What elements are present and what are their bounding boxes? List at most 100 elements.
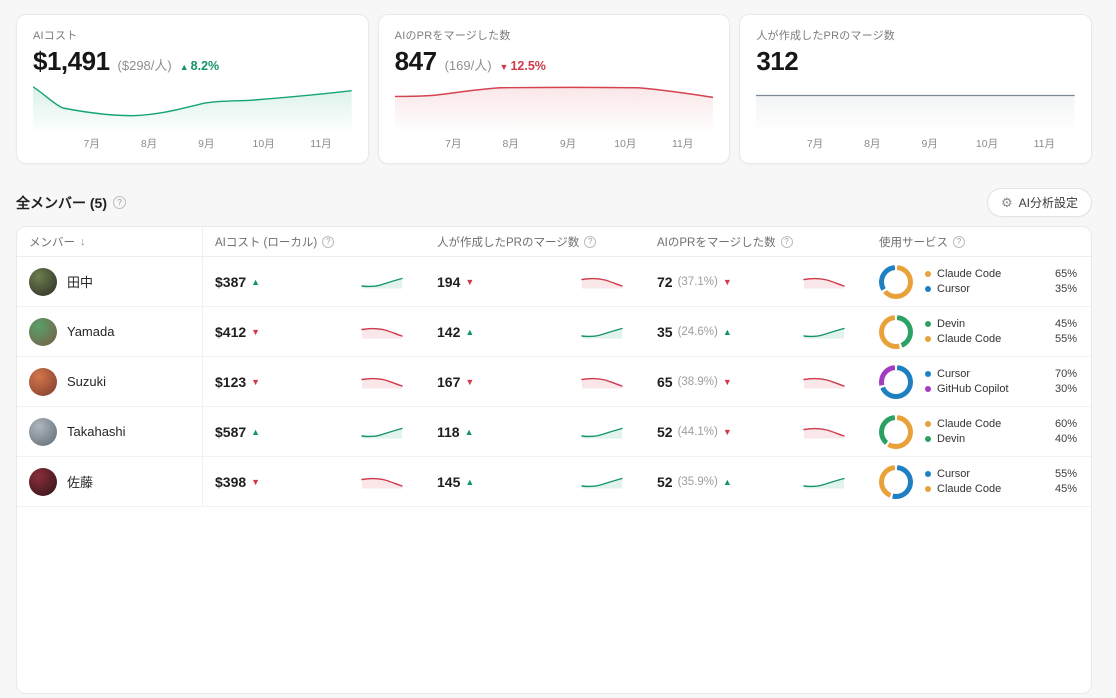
stat-per-person: (169/人) bbox=[444, 58, 492, 73]
ai-pr-cell: 52 (35.9%) ▲ bbox=[645, 457, 867, 506]
ai-cost-cell: $387 ▲ bbox=[203, 257, 425, 306]
column-header-member[interactable]: メンバー ↓ bbox=[17, 227, 203, 256]
stat-card-ai-pr-merged: AIのPRをマージした数 847 (169/人) ▼ 12.5% bbox=[377, 14, 731, 164]
column-label: 使用サービス bbox=[879, 236, 948, 249]
merged-pr-value: 65 bbox=[657, 373, 673, 390]
service-dot bbox=[925, 271, 931, 277]
service-name: Devin bbox=[937, 318, 966, 330]
service-name: Cursor bbox=[937, 283, 971, 295]
column-label: AIのPRをマージした数 bbox=[657, 236, 776, 249]
stat-per-person: ($298/人) bbox=[117, 58, 172, 73]
created-pr-sparkline bbox=[581, 377, 623, 388]
service-legend-row: Devin 45% bbox=[925, 318, 1077, 330]
avatar bbox=[29, 417, 57, 446]
service-name: GitHub Copilot bbox=[937, 383, 1009, 395]
trend-badge: ▲ 8.2% bbox=[180, 59, 219, 73]
ai-cost-cell: $412 ▼ bbox=[203, 307, 425, 356]
service-name: Cursor bbox=[937, 468, 971, 480]
trend-badge: ▼ 12.5% bbox=[500, 59, 546, 73]
service-percent: 65% bbox=[1054, 268, 1077, 280]
avatar bbox=[29, 267, 57, 296]
help-icon[interactable]: ? bbox=[584, 235, 597, 248]
trend-arrow-icon: ▼ bbox=[251, 476, 261, 487]
service-legend: Cursor 55% Claude Code 45% bbox=[925, 468, 1077, 495]
service-legend-row: Devin 40% bbox=[925, 433, 1077, 445]
usage-donut-chart bbox=[879, 314, 913, 349]
merged-pr-value: 35 bbox=[657, 323, 673, 340]
trend-arrow-icon: ▲ bbox=[722, 476, 732, 487]
service-legend-row: Claude Code 60% bbox=[925, 418, 1077, 430]
created-pr-sparkline bbox=[581, 277, 623, 288]
service-legend-row: Cursor 35% bbox=[925, 283, 1077, 295]
cost-value: $123 bbox=[215, 373, 247, 390]
column-header-services: 使用サービス ? bbox=[867, 227, 1091, 256]
service-percent: 35% bbox=[1054, 283, 1077, 295]
trend-arrow-icon: ▲ bbox=[251, 276, 261, 287]
cost-sparkline bbox=[361, 327, 403, 338]
trend-up-icon: ▲ bbox=[179, 62, 189, 72]
created-pr-value: 194 bbox=[437, 273, 461, 290]
ai-pr-cell: 65 (38.9%) ▼ bbox=[645, 357, 867, 406]
member-row[interactable]: 佐藤 $398 ▼ 145 ▲ 52 (35.9%) ▲ Cursor 55% Cl… bbox=[17, 457, 1091, 507]
month-label: 10月 bbox=[252, 138, 275, 150]
stat-value: $1,491 bbox=[33, 46, 110, 76]
service-percent: 40% bbox=[1054, 433, 1077, 445]
merged-pr-value: 52 bbox=[657, 473, 673, 490]
trend-arrow-icon: ▼ bbox=[722, 276, 732, 287]
trend-arrow-icon: ▼ bbox=[251, 376, 261, 387]
services-cell: Cursor 55% Claude Code 45% bbox=[867, 457, 1091, 506]
cost-sparkline bbox=[361, 277, 403, 288]
ai-cost-line-chart bbox=[33, 86, 352, 134]
month-label: 8月 bbox=[140, 138, 158, 150]
month-label: 8月 bbox=[864, 138, 881, 150]
created-pr-sparkline bbox=[581, 477, 623, 488]
month-label: 10月 bbox=[975, 138, 999, 150]
service-legend-row: Claude Code 65% bbox=[925, 268, 1077, 280]
ai-cost-cell: $123 ▼ bbox=[203, 357, 425, 406]
member-cell: Yamada bbox=[17, 307, 203, 356]
trend-arrow-icon: ▼ bbox=[722, 376, 732, 387]
table-body: 田中 $387 ▲ 194 ▼ 72 (37.1%) ▼ Claude Code… bbox=[17, 257, 1091, 507]
service-legend-row: Claude Code 55% bbox=[925, 333, 1077, 345]
cost-sparkline bbox=[361, 427, 403, 438]
avatar bbox=[29, 467, 57, 496]
month-label: 10月 bbox=[614, 138, 637, 150]
help-icon[interactable]: ? bbox=[953, 235, 965, 248]
service-dot bbox=[925, 336, 931, 342]
created-pr-value: 142 bbox=[437, 323, 461, 340]
month-label: 11月 bbox=[1033, 138, 1056, 150]
merged-pr-sparkline bbox=[803, 427, 845, 438]
member-row[interactable]: Takahashi $587 ▲ 118 ▲ 52 (44.1%) ▼ Clau… bbox=[17, 407, 1091, 457]
service-name: Claude Code bbox=[937, 333, 1002, 345]
table-header: メンバー ↓ AIコスト (ローカル) ? 人が作成したPRのマージ数 ? AI… bbox=[17, 227, 1091, 257]
month-label: 11月 bbox=[671, 138, 694, 150]
usage-donut-chart bbox=[879, 414, 913, 449]
member-row[interactable]: Suzuki $123 ▼ 167 ▼ 65 (38.9%) ▼ Cursor 7… bbox=[17, 357, 1091, 407]
ai-analysis-settings-button[interactable]: ⚙ AI分析設定 bbox=[987, 188, 1092, 217]
column-header-human-pr: 人が作成したPRのマージ数 ? bbox=[425, 227, 645, 256]
usage-donut-chart bbox=[879, 464, 913, 499]
column-header-ai-pr: AIのPRをマージした数 ? bbox=[645, 227, 867, 256]
member-row[interactable]: 田中 $387 ▲ 194 ▼ 72 (37.1%) ▼ Claude Code… bbox=[17, 257, 1091, 307]
service-name: Claude Code bbox=[937, 268, 1002, 280]
ai-pr-cell: 35 (24.6%) ▲ bbox=[645, 307, 867, 356]
member-row[interactable]: Yamada $412 ▼ 142 ▲ 35 (24.6%) ▲ Devin 45… bbox=[17, 307, 1091, 357]
service-name: Claude Code bbox=[937, 418, 1002, 430]
column-label: メンバー bbox=[29, 236, 75, 249]
merged-percent: (38.9%) bbox=[677, 375, 718, 388]
ai-cost-cell: $398 ▼ bbox=[203, 457, 425, 506]
member-name: 佐藤 bbox=[67, 475, 94, 490]
service-percent: 30% bbox=[1054, 383, 1077, 395]
member-cell: 田中 bbox=[17, 257, 203, 306]
avatar bbox=[29, 367, 57, 396]
member-name: Suzuki bbox=[67, 374, 107, 389]
merged-pr-value: 72 bbox=[657, 273, 673, 290]
help-icon[interactable]: ? bbox=[113, 196, 126, 209]
usage-donut-chart bbox=[879, 264, 913, 299]
service-dot bbox=[925, 321, 931, 327]
help-icon[interactable]: ? bbox=[322, 235, 335, 248]
services-cell: Cursor 70% GitHub Copilot 30% bbox=[867, 357, 1091, 406]
service-name: Devin bbox=[937, 433, 966, 445]
help-icon[interactable]: ? bbox=[780, 235, 793, 248]
trend-arrow-icon: ▼ bbox=[251, 326, 261, 337]
